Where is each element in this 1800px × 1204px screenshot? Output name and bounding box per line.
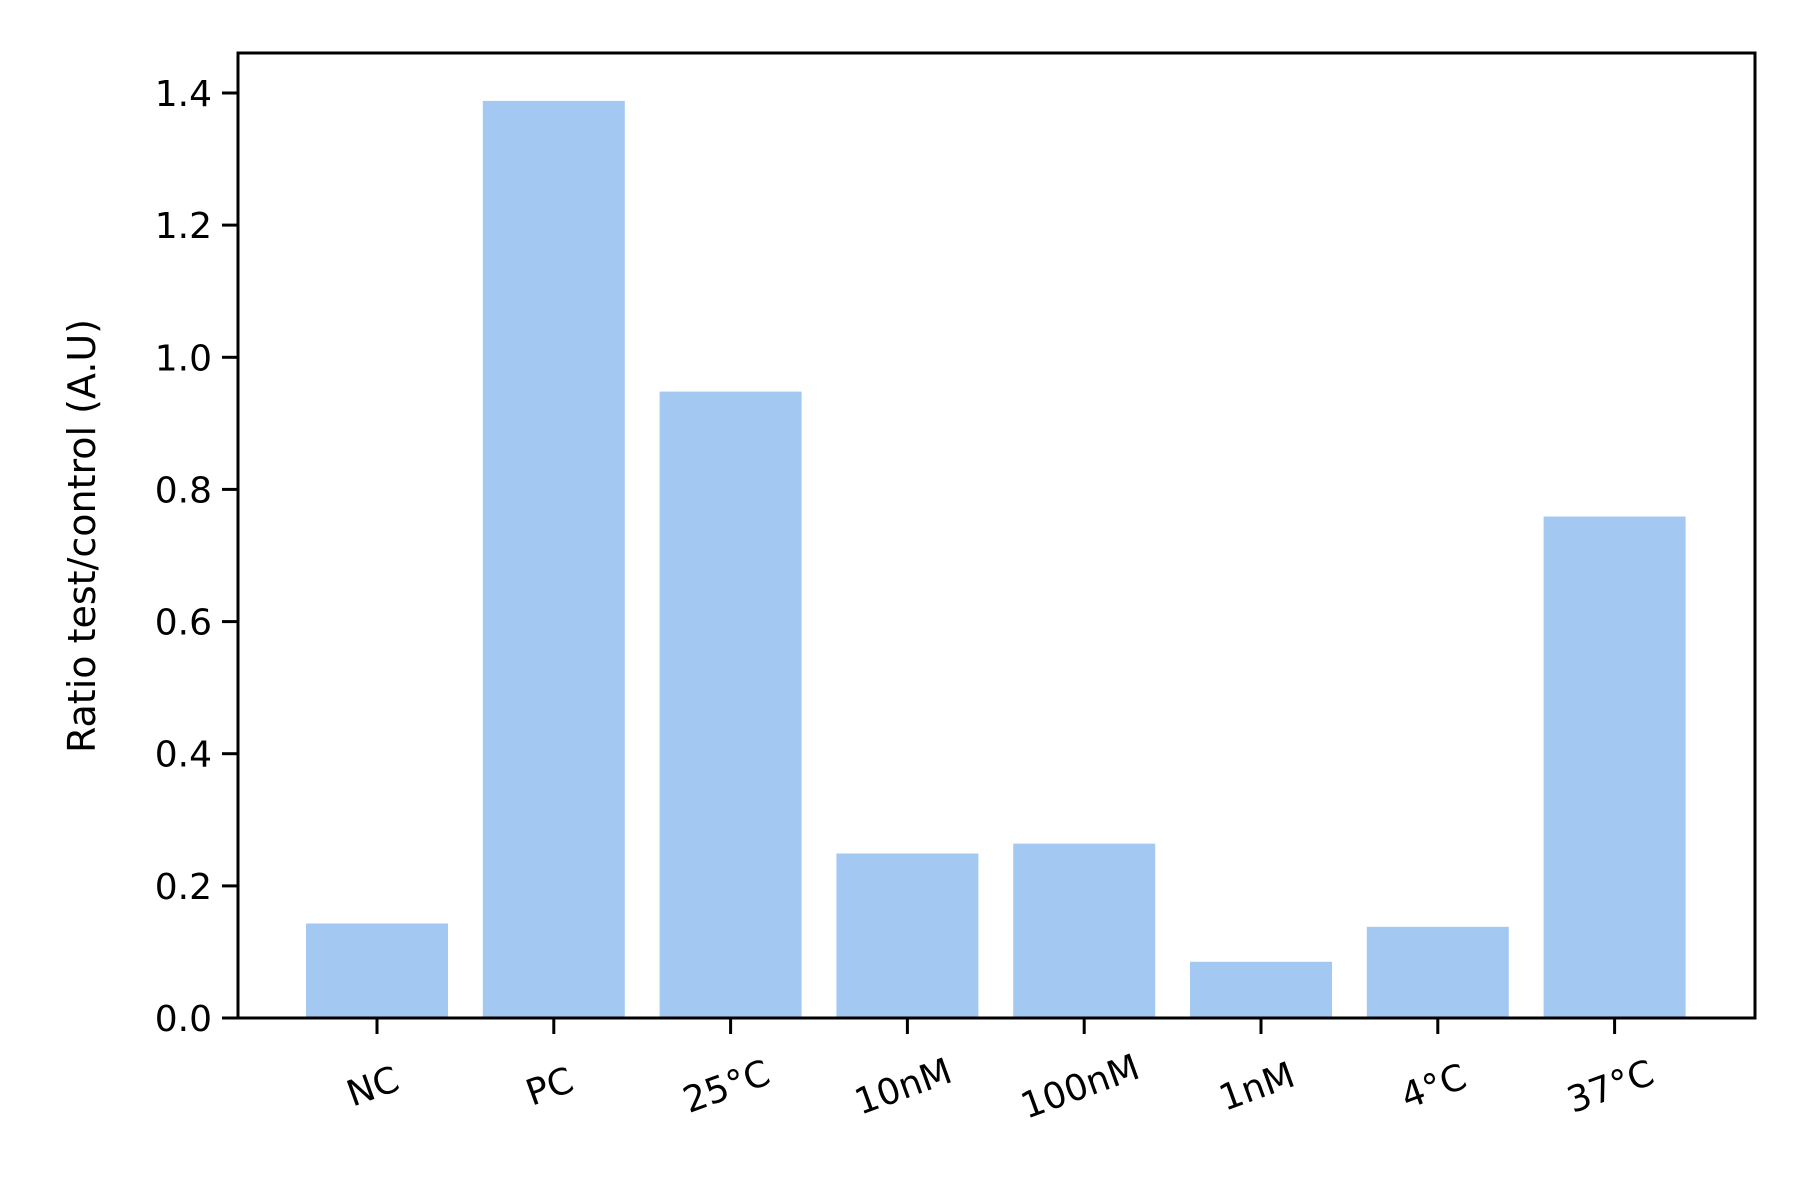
y-tick-label: 0.4 [155,735,212,776]
x-tick-label: PC [521,1060,579,1115]
bar-pc [482,100,625,1018]
bar-nc [306,923,448,1018]
y-tick-label: 1.2 [155,206,212,247]
y-axis: 0.0 0.2 0.4 0.6 0.8 1.0 1.2 1.4 [155,74,238,1040]
bar-10nm [836,853,979,1018]
bar-37-c [1543,516,1686,1018]
x-tick-label: 4°C [1396,1057,1472,1118]
bar-100nm [1013,843,1156,1018]
x-tick-label: 100nM [1016,1047,1145,1127]
x-axis: NC PC 25°C 10nM 100nM 1nM 4°C 37°C [342,1018,1660,1127]
bars-layer [306,100,1686,1019]
bar-1nm [1190,961,1332,1018]
y-tick-label: 0.8 [155,470,212,511]
x-tick-label: 37°C [1562,1053,1660,1122]
y-tick-label: 0.0 [155,999,212,1040]
x-tick-label: 25°C [678,1053,776,1122]
x-tick-label: 1nM [1214,1055,1300,1120]
x-tick-label: NC [342,1059,405,1115]
y-tick-label: 0.2 [155,867,212,908]
y-axis-label: Ratio test/control (A.U) [60,319,104,753]
bar-25-c [659,391,802,1019]
y-tick-label: 0.6 [155,603,212,644]
bar-4-c [1366,926,1509,1018]
y-tick-label: 1.4 [155,74,212,115]
plot-frame [236,51,1757,1020]
x-tick-label: 10nM [850,1051,958,1124]
y-tick-label: 1.0 [155,338,212,379]
